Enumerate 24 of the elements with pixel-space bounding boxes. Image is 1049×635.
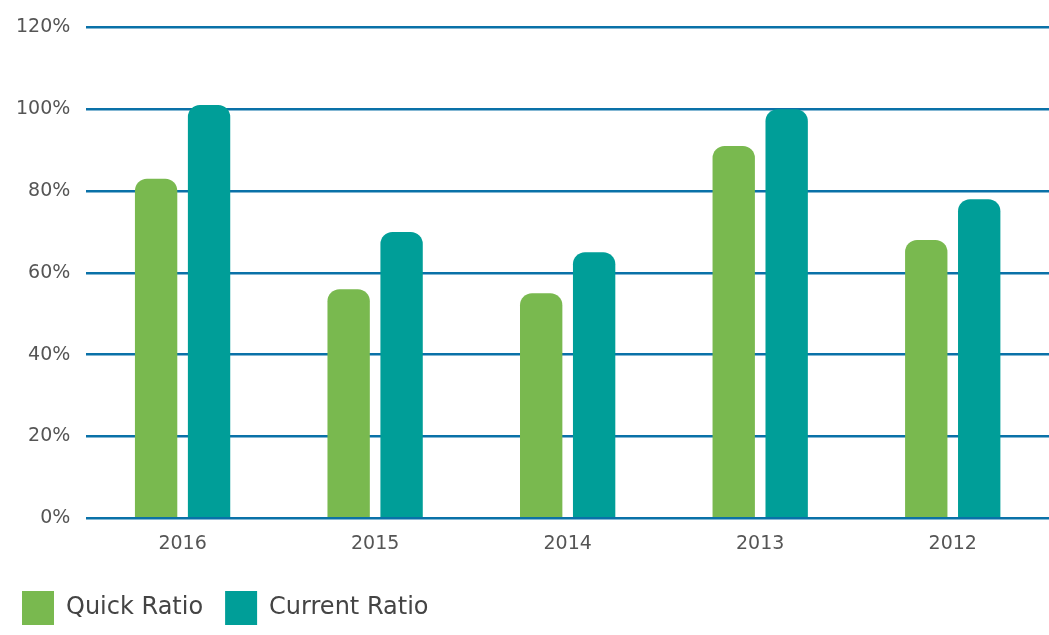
x-tick-label: 2013: [736, 530, 785, 553]
x-tick-label: 2016: [158, 530, 207, 553]
y-tick-label: 80%: [28, 177, 71, 200]
x-tick-label: 2014: [543, 530, 592, 553]
bar: [134, 178, 178, 517]
x-tick-label: 2015: [350, 530, 400, 553]
bar: [905, 240, 948, 517]
bar: [520, 293, 563, 517]
y-tick-label: 100%: [15, 96, 71, 119]
bar: [958, 199, 1001, 517]
bar: [712, 146, 755, 517]
bar: [380, 231, 423, 517]
x-tick-label: 2012: [928, 530, 977, 553]
y-tick-label: 20%: [28, 423, 71, 446]
bar: [765, 109, 808, 517]
bar: [187, 105, 231, 517]
legend-label: Quick Ratio: [66, 592, 204, 621]
bar: [327, 289, 370, 517]
y-tick-label: 60%: [28, 259, 71, 282]
y-tick-label: 40%: [28, 341, 71, 364]
bar: [572, 252, 616, 517]
legend-label: Current Ratio: [269, 592, 429, 621]
y-tick-label: 0%: [40, 505, 71, 528]
y-tick-label: 120%: [15, 14, 71, 37]
